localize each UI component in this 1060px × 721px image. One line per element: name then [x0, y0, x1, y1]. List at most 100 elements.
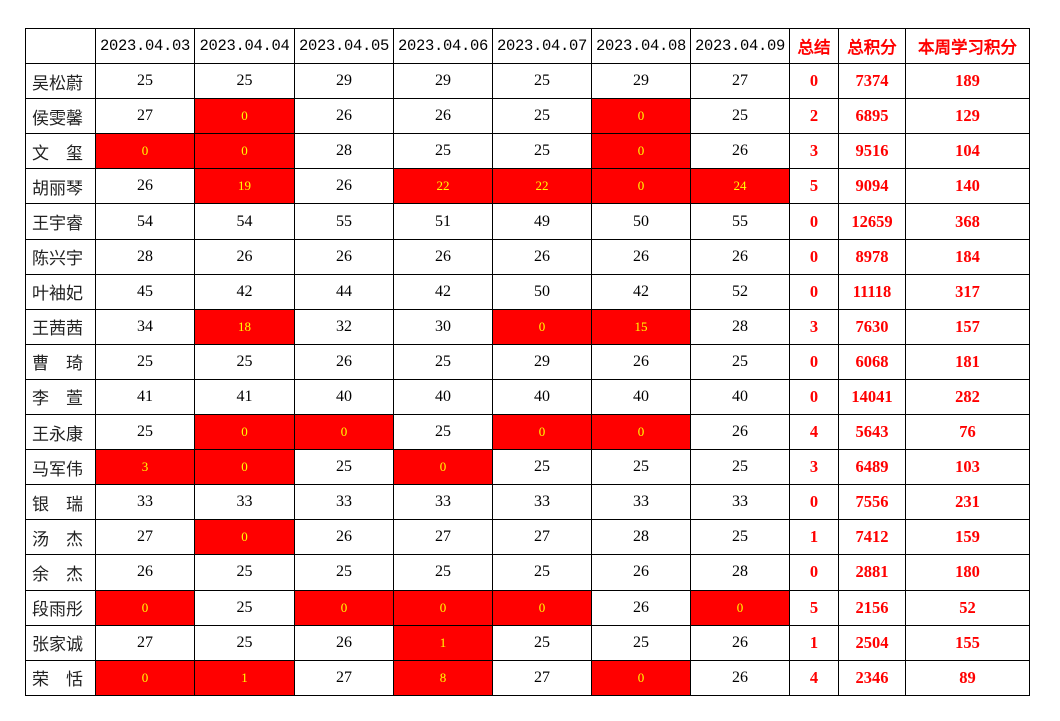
header-date: 2023.04.07 [492, 27, 592, 65]
score-cell-flagged: 22 [492, 168, 592, 205]
student-name: 荣 恬 [25, 659, 96, 696]
score-cell-flagged: 0 [294, 414, 394, 451]
total-points-cell: 2504 [838, 624, 906, 661]
score-cell: 26 [690, 659, 790, 696]
score-cell-flagged: 1 [194, 659, 295, 696]
student-name: 银 瑞 [25, 484, 96, 521]
score-cell: 25 [492, 63, 592, 100]
table-row: 胡丽琴 26 19 26 22 22 0 24 5 9094 140 [25, 168, 1030, 205]
student-name: 汤 杰 [25, 519, 96, 556]
student-name: 王茜茜 [25, 308, 96, 345]
summary-cell: 5 [789, 589, 839, 626]
summary-cell: 2 [789, 98, 839, 135]
score-cell: 25 [294, 449, 394, 486]
score-cell: 55 [690, 203, 790, 240]
score-cell: 27 [294, 659, 394, 696]
score-cell: 25 [492, 98, 592, 135]
score-cell: 25 [393, 133, 493, 170]
summary-cell: 0 [789, 203, 839, 240]
score-cell: 25 [194, 343, 295, 380]
table-row: 汤 杰 27 0 26 27 27 28 25 1 7412 159 [25, 519, 1030, 556]
table-row: 银 瑞 33 33 33 33 33 33 33 0 7556 231 [25, 484, 1030, 521]
weekly-points-cell: 129 [905, 98, 1030, 135]
score-cell: 26 [591, 554, 691, 591]
score-cell: 40 [393, 378, 493, 416]
summary-cell: 4 [789, 414, 839, 451]
header-summary: 总结 [789, 27, 839, 65]
score-cell: 26 [492, 238, 592, 275]
table-row: 吴松蔚 25 25 29 29 25 29 27 0 7374 189 [25, 63, 1030, 100]
score-cell: 42 [393, 273, 493, 310]
score-cell: 40 [294, 378, 394, 416]
score-cell-flagged: 0 [492, 308, 592, 345]
student-name: 马军伟 [25, 449, 96, 486]
weekly-points-cell: 231 [905, 484, 1030, 521]
header-name [25, 27, 96, 65]
score-cell: 26 [95, 554, 195, 591]
student-name: 侯雯馨 [25, 98, 96, 135]
total-points-cell: 7630 [838, 308, 906, 345]
score-cell: 26 [294, 168, 394, 205]
score-cell: 33 [194, 484, 295, 521]
score-cell: 33 [294, 484, 394, 521]
score-cell-flagged: 24 [690, 168, 790, 205]
score-cell: 29 [591, 63, 691, 100]
score-cell: 33 [492, 484, 592, 521]
score-cell: 26 [690, 624, 790, 661]
table-row: 陈兴宇 28 26 26 26 26 26 26 0 8978 184 [25, 238, 1030, 275]
summary-cell: 0 [789, 273, 839, 310]
summary-cell: 3 [789, 133, 839, 170]
weekly-points-cell: 103 [905, 449, 1030, 486]
weekly-points-cell: 89 [905, 659, 1030, 696]
table-row: 荣 恬 0 1 27 8 27 0 26 4 2346 89 [25, 659, 1030, 696]
summary-cell: 0 [789, 378, 839, 416]
score-cell: 54 [194, 203, 295, 240]
student-name: 叶袖妃 [25, 273, 96, 310]
score-cell: 26 [591, 238, 691, 275]
student-name: 李 萱 [25, 378, 96, 416]
header-row: 2023.04.03 2023.04.04 2023.04.05 2023.04.06… [25, 27, 1030, 65]
score-cell-flagged: 0 [95, 659, 195, 696]
score-cell: 26 [690, 238, 790, 275]
score-cell: 33 [95, 484, 195, 521]
score-cell: 42 [591, 273, 691, 310]
score-cell: 27 [95, 624, 195, 661]
weekly-points-cell: 180 [905, 554, 1030, 591]
score-cell: 26 [393, 98, 493, 135]
score-cell: 25 [492, 624, 592, 661]
score-cell: 25 [95, 414, 195, 451]
score-cell: 25 [690, 519, 790, 556]
score-cell: 27 [95, 98, 195, 135]
score-cell-flagged: 0 [591, 414, 691, 451]
score-cell: 32 [294, 308, 394, 345]
total-points-cell: 6068 [838, 343, 906, 380]
table-row: 叶袖妃 45 42 44 42 50 42 52 0 11118 317 [25, 273, 1030, 310]
student-name: 文 玺 [25, 133, 96, 170]
table-row: 余 杰 26 25 25 25 25 26 28 0 2881 180 [25, 554, 1030, 591]
score-cell-flagged: 18 [194, 308, 295, 345]
weekly-points-cell: 368 [905, 203, 1030, 240]
score-table: 2023.04.03 2023.04.04 2023.04.05 2023.04.06… [25, 27, 1030, 696]
score-cell: 25 [690, 449, 790, 486]
weekly-points-cell: 155 [905, 624, 1030, 661]
header-date: 2023.04.05 [294, 27, 394, 65]
summary-cell: 3 [789, 449, 839, 486]
score-cell-flagged: 8 [393, 659, 493, 696]
header-date: 2023.04.06 [393, 27, 493, 65]
score-cell: 27 [393, 519, 493, 556]
total-points-cell: 14041 [838, 378, 906, 416]
student-name: 王永康 [25, 414, 96, 451]
score-cell: 44 [294, 273, 394, 310]
student-name: 王宇睿 [25, 203, 96, 240]
score-cell-flagged: 0 [393, 589, 493, 626]
score-cell: 25 [194, 63, 295, 100]
total-points-cell: 2346 [838, 659, 906, 696]
header-date: 2023.04.03 [95, 27, 195, 65]
score-cell-flagged: 0 [95, 133, 195, 170]
score-cell: 28 [294, 133, 394, 170]
score-cell-flagged: 0 [194, 519, 295, 556]
total-points-cell: 7556 [838, 484, 906, 521]
score-cell: 52 [690, 273, 790, 310]
table-row: 李 萱 41 41 40 40 40 40 40 0 14041 282 [25, 378, 1030, 416]
weekly-points-cell: 189 [905, 63, 1030, 100]
